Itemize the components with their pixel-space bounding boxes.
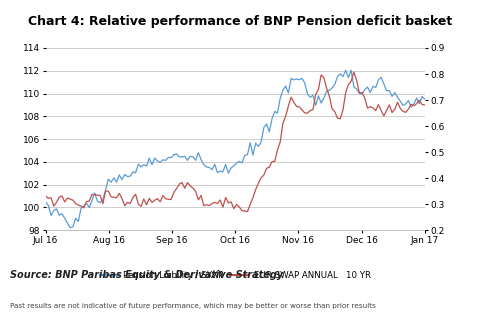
Text: Past results are not indicative of future performance, which may be better or wo: Past results are not indicative of futur…: [10, 303, 375, 309]
Text: Source: BNP Paribas Equity & Derivative Strategy: Source: BNP Paribas Equity & Derivative …: [10, 270, 283, 280]
Legend: Pension Liability / SXXP, EUR SWAP ANNUAL   10 YR: Pension Liability / SXXP, EUR SWAP ANNUA…: [96, 267, 374, 283]
Text: Chart 4: Relative performance of BNP Pension deficit basket: Chart 4: Relative performance of BNP Pen…: [28, 15, 452, 28]
